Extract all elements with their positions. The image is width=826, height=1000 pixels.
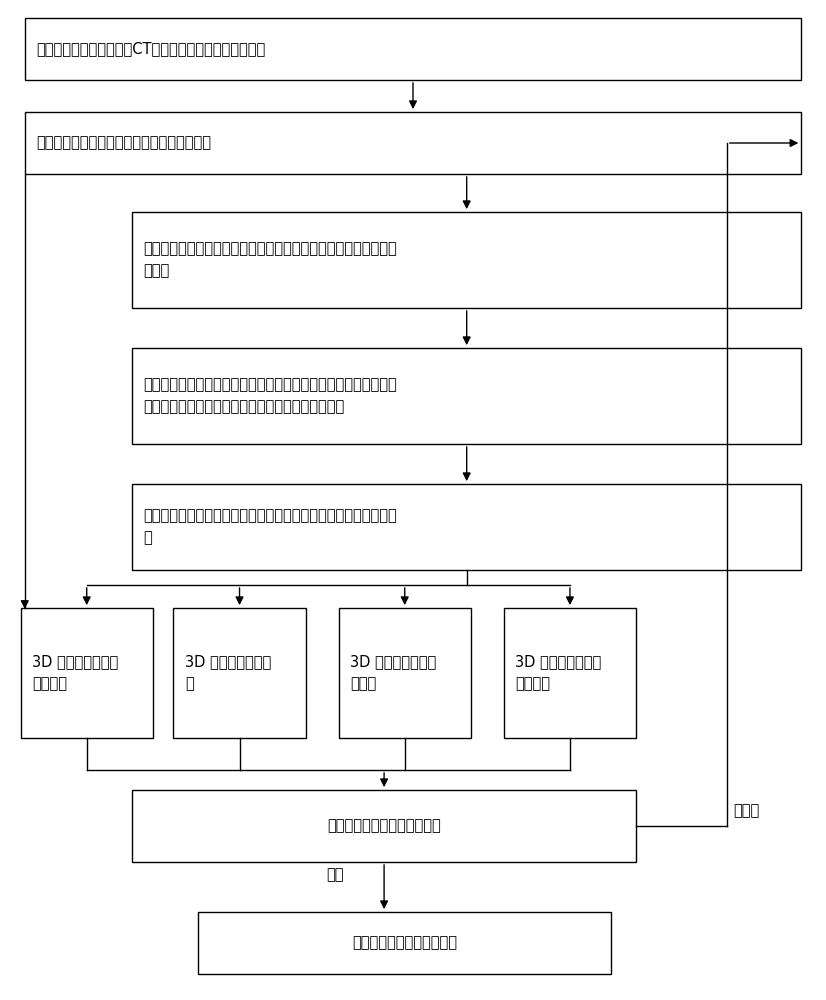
Bar <box>132 348 801 444</box>
Text: 将上述导板和模型整合并检验: 将上述导板和模型整合并检验 <box>327 818 441 833</box>
Bar <box>25 18 801 80</box>
Text: 3D 打印术前髄臼侧
骨性模型: 3D 打印术前髄臼侧 骨性模型 <box>32 654 118 692</box>
Bar <box>132 484 801 570</box>
Text: 建立磨臼导板、髄臼螺钉导板和术后髄臼侧骨性模型的三维数据模
型: 建立磨臼导板、髄臼螺钉导板和术后髄臼侧骨性模型的三维数据模 型 <box>144 508 397 546</box>
Bar <box>173 608 306 738</box>
Bar <box>132 790 636 862</box>
Text: 合格: 合格 <box>325 867 344 882</box>
Text: 制定髄臼磨锉方案（髄臼的定位、磨锉的大小、深度、角度等）；
制定髄臼螺钉置入方案（入钉位置、角度、长度等）: 制定髄臼磨锉方案（髄臼的定位、磨锉的大小、深度、角度等）； 制定髄臼螺钉置入方案… <box>144 377 397 415</box>
Bar <box>21 608 153 738</box>
Text: 3D 打印术中磨臼导
板: 3D 打印术中磨臼导 板 <box>185 654 271 692</box>
Text: 将患者术前的髄关节三维CT数据进行加工后建立数据模型: 将患者术前的髄关节三维CT数据进行加工后建立数据模型 <box>36 41 266 56</box>
Bar <box>339 608 471 738</box>
Bar <box>198 912 611 974</box>
Text: 重建髄臼侧三维骨性结构，还原疾病原始状态: 重建髄臼侧三维骨性结构，还原疾病原始状态 <box>36 135 211 150</box>
Text: 3D 打印术后髄臼侧
骨性模型: 3D 打印术后髄臼侧 骨性模型 <box>515 654 601 692</box>
Bar <box>25 112 801 174</box>
Bar <box>132 212 801 308</box>
Text: 3D 打印术中髄臼螺
钉导板: 3D 打印术中髄臼螺 钉导板 <box>350 654 436 692</box>
Text: 不合格: 不合格 <box>733 803 760 818</box>
Text: 分析髄臼位置、评估髄臼状态、明确髄臼周围骨量、计算髄臼周围
骨厘度: 分析髄臼位置、评估髄臼状态、明确髄臼周围骨量、计算髄臼周围 骨厘度 <box>144 241 397 279</box>
Bar <box>504 608 636 738</box>
Text: 消毒导板和模型，手术备用: 消毒导板和模型，手术备用 <box>352 936 458 950</box>
